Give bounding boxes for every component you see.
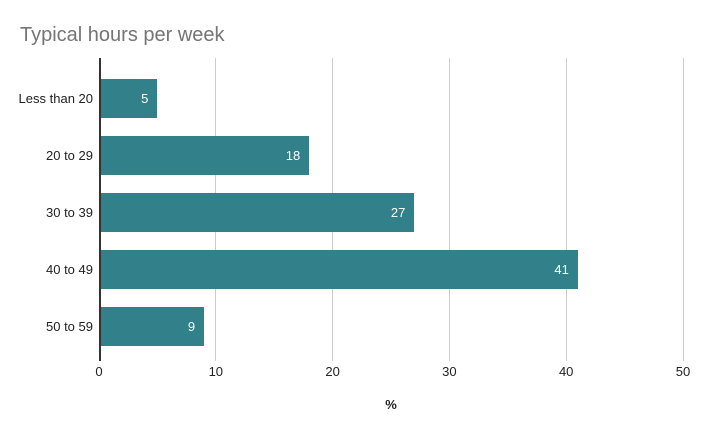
- x-tick-label: 50: [675, 364, 691, 379]
- x-tick-label: 0: [95, 364, 103, 379]
- bar: 5: [101, 78, 158, 118]
- gridline: [448, 58, 450, 361]
- bar-value-label: 9: [187, 318, 196, 334]
- gridline: [565, 58, 567, 361]
- bar: 41: [101, 249, 578, 289]
- y-axis-line: [99, 58, 101, 361]
- bar-value-label: 27: [390, 204, 406, 220]
- bar: 27: [101, 192, 415, 232]
- x-tick-label: 30: [442, 364, 457, 379]
- category-label: 20 to 29: [46, 147, 93, 163]
- x-tick-label: 20: [325, 364, 340, 379]
- x-tick-label: 10: [208, 364, 224, 379]
- bar-value-label: 5: [141, 90, 149, 106]
- bar-value-label: 18: [285, 147, 301, 163]
- category-label: 50 to 59: [46, 318, 93, 334]
- plot-area: 5 18 27 41 9: [99, 58, 684, 361]
- category-label: 30 to 39: [46, 204, 93, 220]
- category-label: Less than 20: [18, 90, 93, 106]
- x-axis-title: %: [385, 397, 397, 412]
- category-label: 40 to 49: [46, 261, 93, 277]
- bar: 9: [101, 306, 205, 346]
- x-tick-label: 40: [558, 364, 574, 379]
- chart-title: Typical hours per week: [20, 24, 225, 46]
- gridline: [682, 58, 684, 361]
- bar: 18: [101, 135, 310, 175]
- bar-value-label: 41: [554, 261, 569, 277]
